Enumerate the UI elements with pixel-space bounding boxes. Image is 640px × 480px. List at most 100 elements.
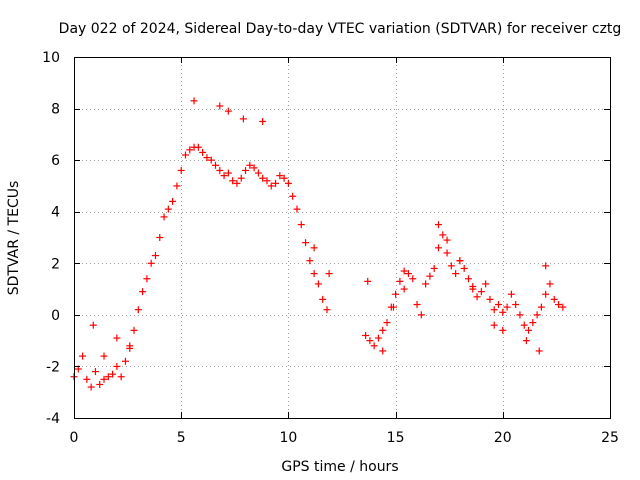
data-point: [400, 267, 408, 275]
data-point: [443, 249, 451, 257]
data-point: [173, 182, 181, 190]
data-point: [121, 357, 129, 365]
data-point: [224, 107, 232, 115]
data-point: [100, 375, 108, 383]
data-point: [434, 221, 442, 229]
x-tick-label: 10: [279, 430, 297, 446]
x-tick-label: 15: [387, 430, 405, 446]
data-point: [134, 306, 142, 314]
y-tick-label: -2: [46, 359, 60, 375]
data-point: [117, 373, 125, 381]
data-point: [169, 197, 177, 205]
data-point: [546, 280, 554, 288]
x-tick-label: 25: [601, 430, 619, 446]
data-point: [525, 326, 533, 334]
data-point: [535, 347, 543, 355]
x-tick-labels: 0 5 10 15 20 25: [70, 430, 619, 446]
data-point: [503, 303, 511, 311]
data-point: [181, 151, 189, 159]
data-point: [310, 270, 318, 278]
data-point: [302, 239, 310, 247]
data-point: [452, 270, 460, 278]
data-point: [482, 280, 490, 288]
data-point: [224, 169, 232, 177]
data-point: [379, 347, 387, 355]
data-point: [246, 161, 254, 169]
data-point: [392, 290, 400, 298]
data-point: [109, 370, 117, 378]
data-point: [362, 331, 370, 339]
data-point: [280, 174, 288, 182]
data-point: [542, 290, 550, 298]
data-point: [91, 368, 99, 376]
data-point: [537, 303, 545, 311]
data-point: [490, 321, 498, 329]
data-point: [177, 166, 185, 174]
data-point: [443, 236, 451, 244]
data-point: [400, 285, 408, 293]
data-point: [130, 326, 138, 334]
data-point: [139, 288, 147, 296]
x-tick-label: 0: [70, 430, 79, 446]
data-point: [151, 252, 159, 260]
data-point: [469, 282, 477, 290]
data-point: [374, 334, 382, 342]
data-point: [100, 352, 108, 360]
data-point: [319, 295, 327, 303]
y-tick-label: 6: [51, 153, 60, 169]
data-point: [233, 179, 241, 187]
data-point: [396, 277, 404, 285]
data-point: [190, 97, 198, 105]
data-point: [447, 262, 455, 270]
data-point: [559, 303, 567, 311]
data-point: [417, 311, 425, 319]
data-point: [207, 156, 215, 164]
data-point: [89, 321, 97, 329]
data-point: [293, 205, 301, 213]
data-point: [272, 179, 280, 187]
data-point: [413, 301, 421, 309]
grid: [74, 57, 610, 418]
data-point: [126, 344, 134, 352]
data-point: [434, 244, 442, 252]
data-point: [516, 311, 524, 319]
data-point: [325, 270, 333, 278]
data-point: [486, 295, 494, 303]
data-point: [203, 154, 211, 162]
data-point: [314, 280, 322, 288]
x-tick-label: 5: [177, 430, 186, 446]
data-point: [364, 277, 372, 285]
data-point: [306, 257, 314, 265]
plot-frame: [74, 57, 611, 419]
x-tick-label: 20: [494, 430, 512, 446]
data-point: [160, 213, 168, 221]
data-point: [555, 301, 563, 309]
series-points: [70, 97, 567, 391]
data-point: [79, 352, 87, 360]
data-point: [96, 380, 104, 388]
data-point: [520, 321, 528, 329]
data-point: [237, 174, 245, 182]
data-point: [216, 102, 224, 110]
data-point: [507, 290, 515, 298]
data-point: [239, 115, 247, 123]
data-point: [366, 337, 374, 345]
data-point: [113, 334, 121, 342]
data-point: [379, 326, 387, 334]
data-point: [147, 259, 155, 267]
data-point: [323, 306, 331, 314]
data-point: [542, 262, 550, 270]
data-point: [499, 308, 507, 316]
data-point: [409, 275, 417, 283]
y-tick-label: 0: [51, 308, 60, 324]
data-point: [310, 244, 318, 252]
data-point: [439, 231, 447, 239]
data-point: [404, 270, 412, 278]
data-point: [490, 306, 498, 314]
data-point: [473, 293, 481, 301]
data-point: [512, 301, 520, 309]
data-point: [289, 192, 297, 200]
data-point: [430, 264, 438, 272]
data-point: [113, 362, 121, 370]
